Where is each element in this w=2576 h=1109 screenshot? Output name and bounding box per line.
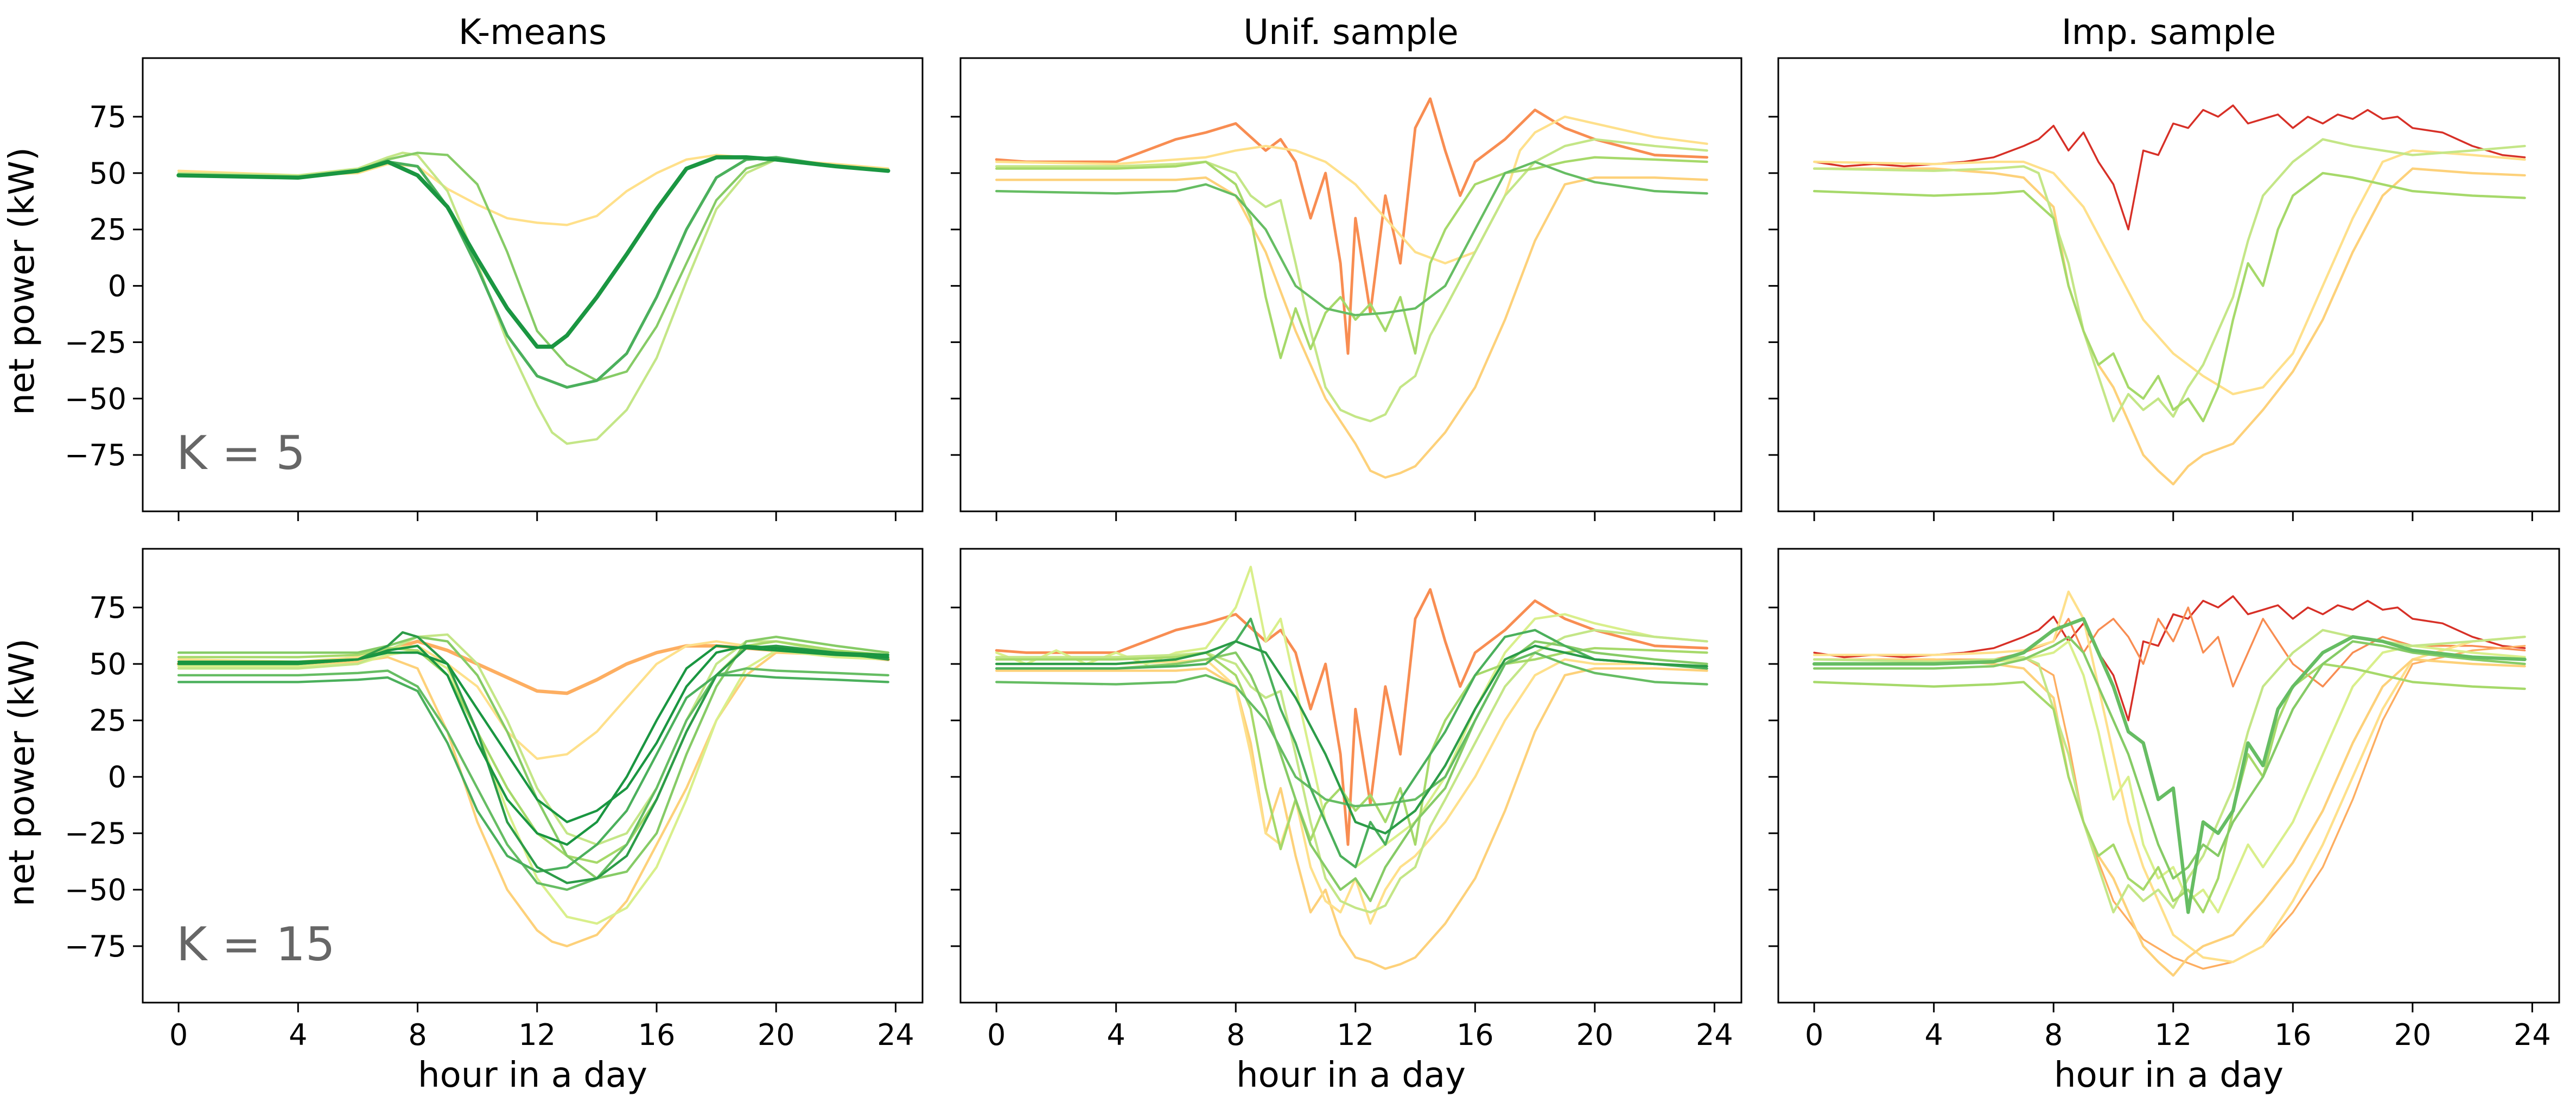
series-line-5 [995, 647, 1708, 851]
series-line-0 [1813, 595, 2526, 721]
y-tick-label: −25 [65, 816, 126, 851]
y-tick-label: −25 [65, 325, 126, 359]
x-tick-label: 8 [1226, 1018, 1245, 1052]
plot-frame [1777, 57, 2560, 512]
y-tick-label: 50 [89, 156, 126, 191]
series-line-4 [995, 629, 1708, 914]
x-tick-label: 20 [758, 1018, 795, 1052]
series-line-2 [177, 651, 889, 948]
series-line-3 [1813, 590, 2526, 964]
x-tick-label: 24 [2514, 1018, 2551, 1052]
plot-frame [959, 57, 1742, 512]
x-tick-label: 24 [1696, 1018, 1733, 1052]
y-tick-label: 25 [89, 213, 126, 247]
series-line-4 [1813, 172, 2526, 422]
series-line-8 [177, 674, 889, 873]
series-line-9 [1812, 617, 2527, 914]
series-line-3 [1813, 138, 2526, 422]
subplot-1-2: 0 4 8 12 16 20 24 hour in a day [1769, 548, 2560, 1095]
series-line-0 [995, 97, 1709, 355]
series-line-9 [177, 631, 889, 884]
series-line-10 [177, 644, 889, 846]
x-tick-label: 8 [408, 1018, 427, 1052]
x-tick-label: 20 [1576, 1018, 1613, 1052]
series-line-0 [1813, 104, 2526, 231]
series-lines [176, 631, 890, 948]
y-axis-label-bottom: net power (kW) [2, 638, 42, 907]
series-lines [176, 151, 891, 445]
series-line-2 [995, 176, 1708, 479]
subplot-title: K-means [459, 12, 607, 53]
series-line-9 [995, 640, 1708, 835]
subplot-title: Imp. sample [2062, 12, 2276, 53]
x-tick-label: 4 [1107, 1018, 1125, 1052]
x-axis-label: hour in a day [418, 1055, 647, 1095]
series-line-1 [1813, 149, 2526, 396]
series-line-0 [995, 588, 1709, 846]
subplot-grid: −75 −50 −25 0 25 50 75 K-means K = 5 Unif. sample… [65, 12, 2560, 1095]
series-line-11 [177, 644, 889, 823]
subplot-0-2: Imp. sample [1769, 12, 2560, 521]
plot-frame [142, 57, 924, 512]
series-line-5 [1813, 640, 2526, 914]
plot-frame [142, 548, 924, 1004]
x-tick-label: 16 [2274, 1018, 2312, 1052]
series-line-7 [1813, 662, 2526, 914]
y-tick-label: −75 [65, 438, 126, 472]
x-tick-label: 20 [2394, 1018, 2431, 1052]
series-line-6 [1813, 629, 2526, 914]
series-line-8 [1813, 636, 2526, 880]
series-line-1 [995, 115, 1708, 265]
subplot-1-1: 0 4 8 12 16 20 24 hour in a day [951, 548, 1742, 1095]
subplot-0-1: Unif. sample [951, 12, 1742, 521]
series-lines [995, 566, 1709, 970]
y-tick-label: 50 [89, 647, 126, 681]
series-line-2 [177, 151, 889, 382]
series-line-4 [176, 155, 891, 349]
y-tick-label: 0 [108, 269, 126, 303]
y-tick-label: 75 [89, 100, 126, 134]
y-tick-label: 25 [89, 704, 126, 738]
y-tick-label: −75 [65, 929, 126, 964]
subplot-1-0: −75 −50 −25 0 25 50 75 0 4 8 12 16 20 24 hour in a day… [65, 548, 924, 1095]
y-tick-label: 75 [89, 591, 126, 625]
k-annotation: K = 5 [176, 426, 306, 480]
series-line-1 [177, 151, 889, 445]
subplot-title: Unif. sample [1243, 12, 1458, 53]
y-tick-label: 0 [108, 760, 126, 794]
plot-frame [1777, 548, 2560, 1004]
y-axis-label-top: net power (kW) [2, 147, 42, 415]
series-line-3 [995, 138, 1708, 422]
plot-frame [959, 548, 1742, 1004]
x-tick-label: 4 [289, 1018, 307, 1052]
x-tick-label: 4 [1925, 1018, 1943, 1052]
x-tick-label: 0 [1805, 1018, 1823, 1052]
x-tick-label: 16 [1456, 1018, 1494, 1052]
series-line-4 [995, 156, 1708, 359]
series-line-7 [995, 651, 1708, 808]
series-line-1 [1813, 606, 2526, 688]
x-tick-label: 12 [2154, 1018, 2192, 1052]
series-lines [1812, 590, 2527, 977]
subplot-0-0: −75 −50 −25 0 25 50 75 K-means K = 5 [65, 12, 924, 521]
y-tick-label: −50 [65, 382, 126, 416]
x-tick-label: 0 [987, 1018, 1006, 1052]
x-axis-label: hour in a day [2054, 1055, 2284, 1095]
x-axis-label: hour in a day [1236, 1055, 1466, 1095]
series-lines [995, 97, 1709, 479]
series-line-7 [177, 667, 889, 891]
x-tick-label: 12 [518, 1018, 556, 1052]
x-tick-label: 0 [169, 1018, 188, 1052]
x-tick-label: 24 [877, 1018, 914, 1052]
x-tick-label: 16 [638, 1018, 676, 1052]
series-line-6 [995, 640, 1708, 902]
series-lines [1813, 104, 2526, 486]
x-tick-label: 8 [2044, 1018, 2063, 1052]
x-tick-label: 12 [1337, 1018, 1374, 1052]
k-annotation: K = 15 [176, 917, 335, 972]
series-line-5 [995, 160, 1708, 316]
y-tick-label: −50 [65, 873, 126, 907]
